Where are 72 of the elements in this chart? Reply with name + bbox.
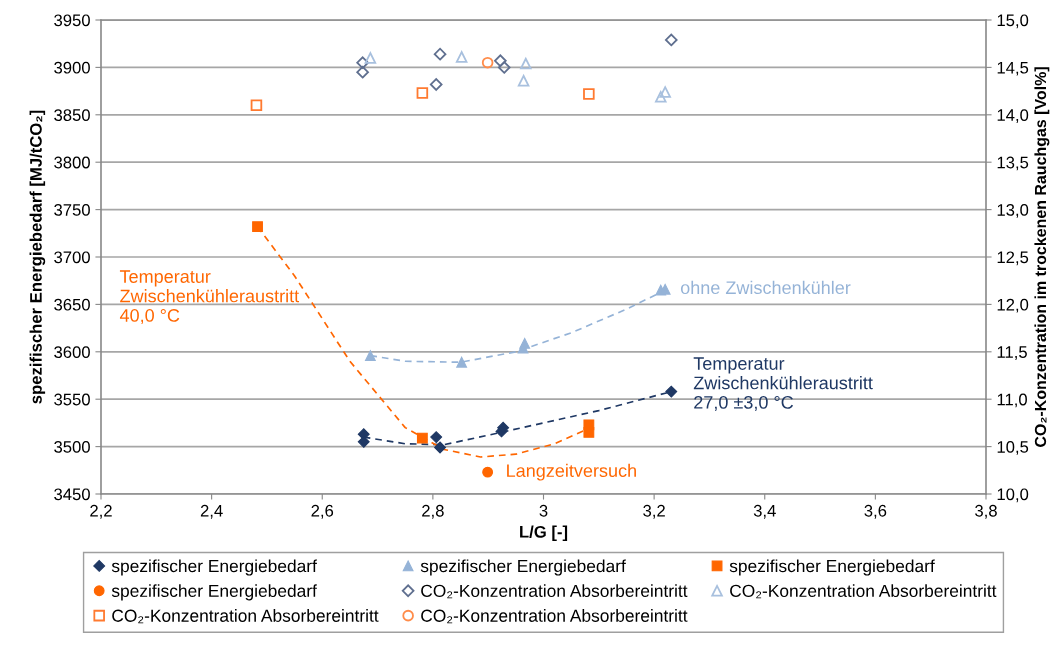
y2-tick-label: 11,5 bbox=[997, 346, 1027, 360]
legend-label: spezifischer Energiebedarf bbox=[729, 559, 935, 576]
point bbox=[356, 65, 369, 79]
y-tick-label: 3700 bbox=[54, 251, 90, 264]
point bbox=[654, 91, 667, 103]
point bbox=[517, 74, 530, 87]
legend-label: spezifischer Energiebedarf bbox=[420, 559, 626, 576]
point bbox=[482, 466, 494, 478]
x-tick-label: 2,2 bbox=[90, 504, 112, 519]
point bbox=[364, 52, 377, 64]
point bbox=[665, 385, 678, 398]
point bbox=[364, 350, 376, 362]
annotation: ohne Zwischenkühler bbox=[680, 280, 851, 295]
y2-tick-label: 11,0 bbox=[997, 393, 1027, 408]
x-tick-label: 3,8 bbox=[975, 504, 997, 519]
y2-tick-label: 10,0 bbox=[997, 488, 1029, 503]
point bbox=[430, 431, 443, 444]
y-tick-label: 3900 bbox=[54, 61, 90, 74]
point bbox=[583, 426, 595, 438]
point bbox=[250, 99, 263, 112]
legend-label: CO₂-Konzentration Absorbereintritt bbox=[730, 584, 997, 599]
y-tick-label: 3950 bbox=[54, 14, 90, 27]
point bbox=[356, 56, 369, 69]
y2-tick-label: 13,0 bbox=[997, 204, 1029, 218]
point bbox=[497, 61, 511, 74]
y-tick-label: 3750 bbox=[54, 204, 90, 216]
y-tick-label: 3850 bbox=[54, 109, 90, 121]
x-axis-title: L/G [-] bbox=[520, 525, 568, 542]
y2-tick-label: 10,5 bbox=[997, 441, 1029, 455]
legend-label: spezifischer Energiebedarf bbox=[111, 559, 317, 576]
legend-label: CO₂-Konzentration Absorbereintritt bbox=[112, 609, 379, 624]
y-tick-label: 3650 bbox=[54, 298, 90, 311]
point bbox=[481, 56, 494, 69]
y2-tick-label: 14,0 bbox=[997, 109, 1029, 123]
x-tick-label: 3,2 bbox=[643, 504, 665, 519]
annotation: Temperatur Zwischenkühleraustritt 27,0 ±3,0 °C bbox=[693, 357, 873, 411]
annotation: Langzeitversuch bbox=[507, 463, 636, 481]
point bbox=[429, 78, 443, 91]
y-axis-title: spezifischer Energiebedarf [MJ/tCO₂] bbox=[29, 110, 46, 404]
point bbox=[520, 57, 532, 70]
point bbox=[583, 88, 595, 100]
y2-tick-label: 13,5 bbox=[997, 156, 1029, 171]
point bbox=[659, 86, 671, 98]
point bbox=[455, 51, 468, 63]
point bbox=[456, 356, 468, 368]
y2-axis-title: CO₂-Konzentration im trockenen Rauchgas [Vol%] bbox=[1034, 67, 1050, 447]
x-tick-label: 3,6 bbox=[864, 504, 887, 519]
point bbox=[252, 221, 263, 233]
point bbox=[433, 47, 447, 61]
legend-label: CO₂-Konzentration Absorbereintritt bbox=[421, 609, 688, 624]
y-tick-label: 3550 bbox=[54, 393, 90, 406]
point bbox=[494, 54, 507, 68]
point bbox=[416, 432, 428, 444]
y-tick-label: 3600 bbox=[54, 346, 90, 358]
y2-tick-label: 12,5 bbox=[997, 251, 1029, 266]
y2-tick-label: 12,0 bbox=[997, 298, 1029, 313]
x-tick-label: 2,4 bbox=[200, 504, 223, 519]
x-tick-label: 2,6 bbox=[311, 504, 334, 519]
annotation: Temperatur Zwischenkühleraustritt 40,0 °C bbox=[119, 270, 300, 324]
x-tick-label: 3,4 bbox=[753, 504, 776, 519]
y-tick-label: 3450 bbox=[54, 488, 90, 501]
point bbox=[416, 87, 429, 99]
point bbox=[434, 441, 447, 454]
y-tick-label: 3500 bbox=[54, 441, 90, 453]
legend-label: CO₂-Konzentration Absorbereintritt bbox=[421, 584, 688, 599]
x-tick-label: 2,8 bbox=[422, 504, 444, 519]
x-tick-label: 3 bbox=[539, 504, 548, 517]
y2-tick-label: 15,0 bbox=[997, 14, 1029, 29]
y2-tick-label: 14,5 bbox=[997, 61, 1029, 76]
legend-label: spezifischer Energiebedarf bbox=[111, 584, 317, 601]
y-tick-label: 3800 bbox=[54, 156, 90, 169]
point bbox=[664, 33, 678, 47]
